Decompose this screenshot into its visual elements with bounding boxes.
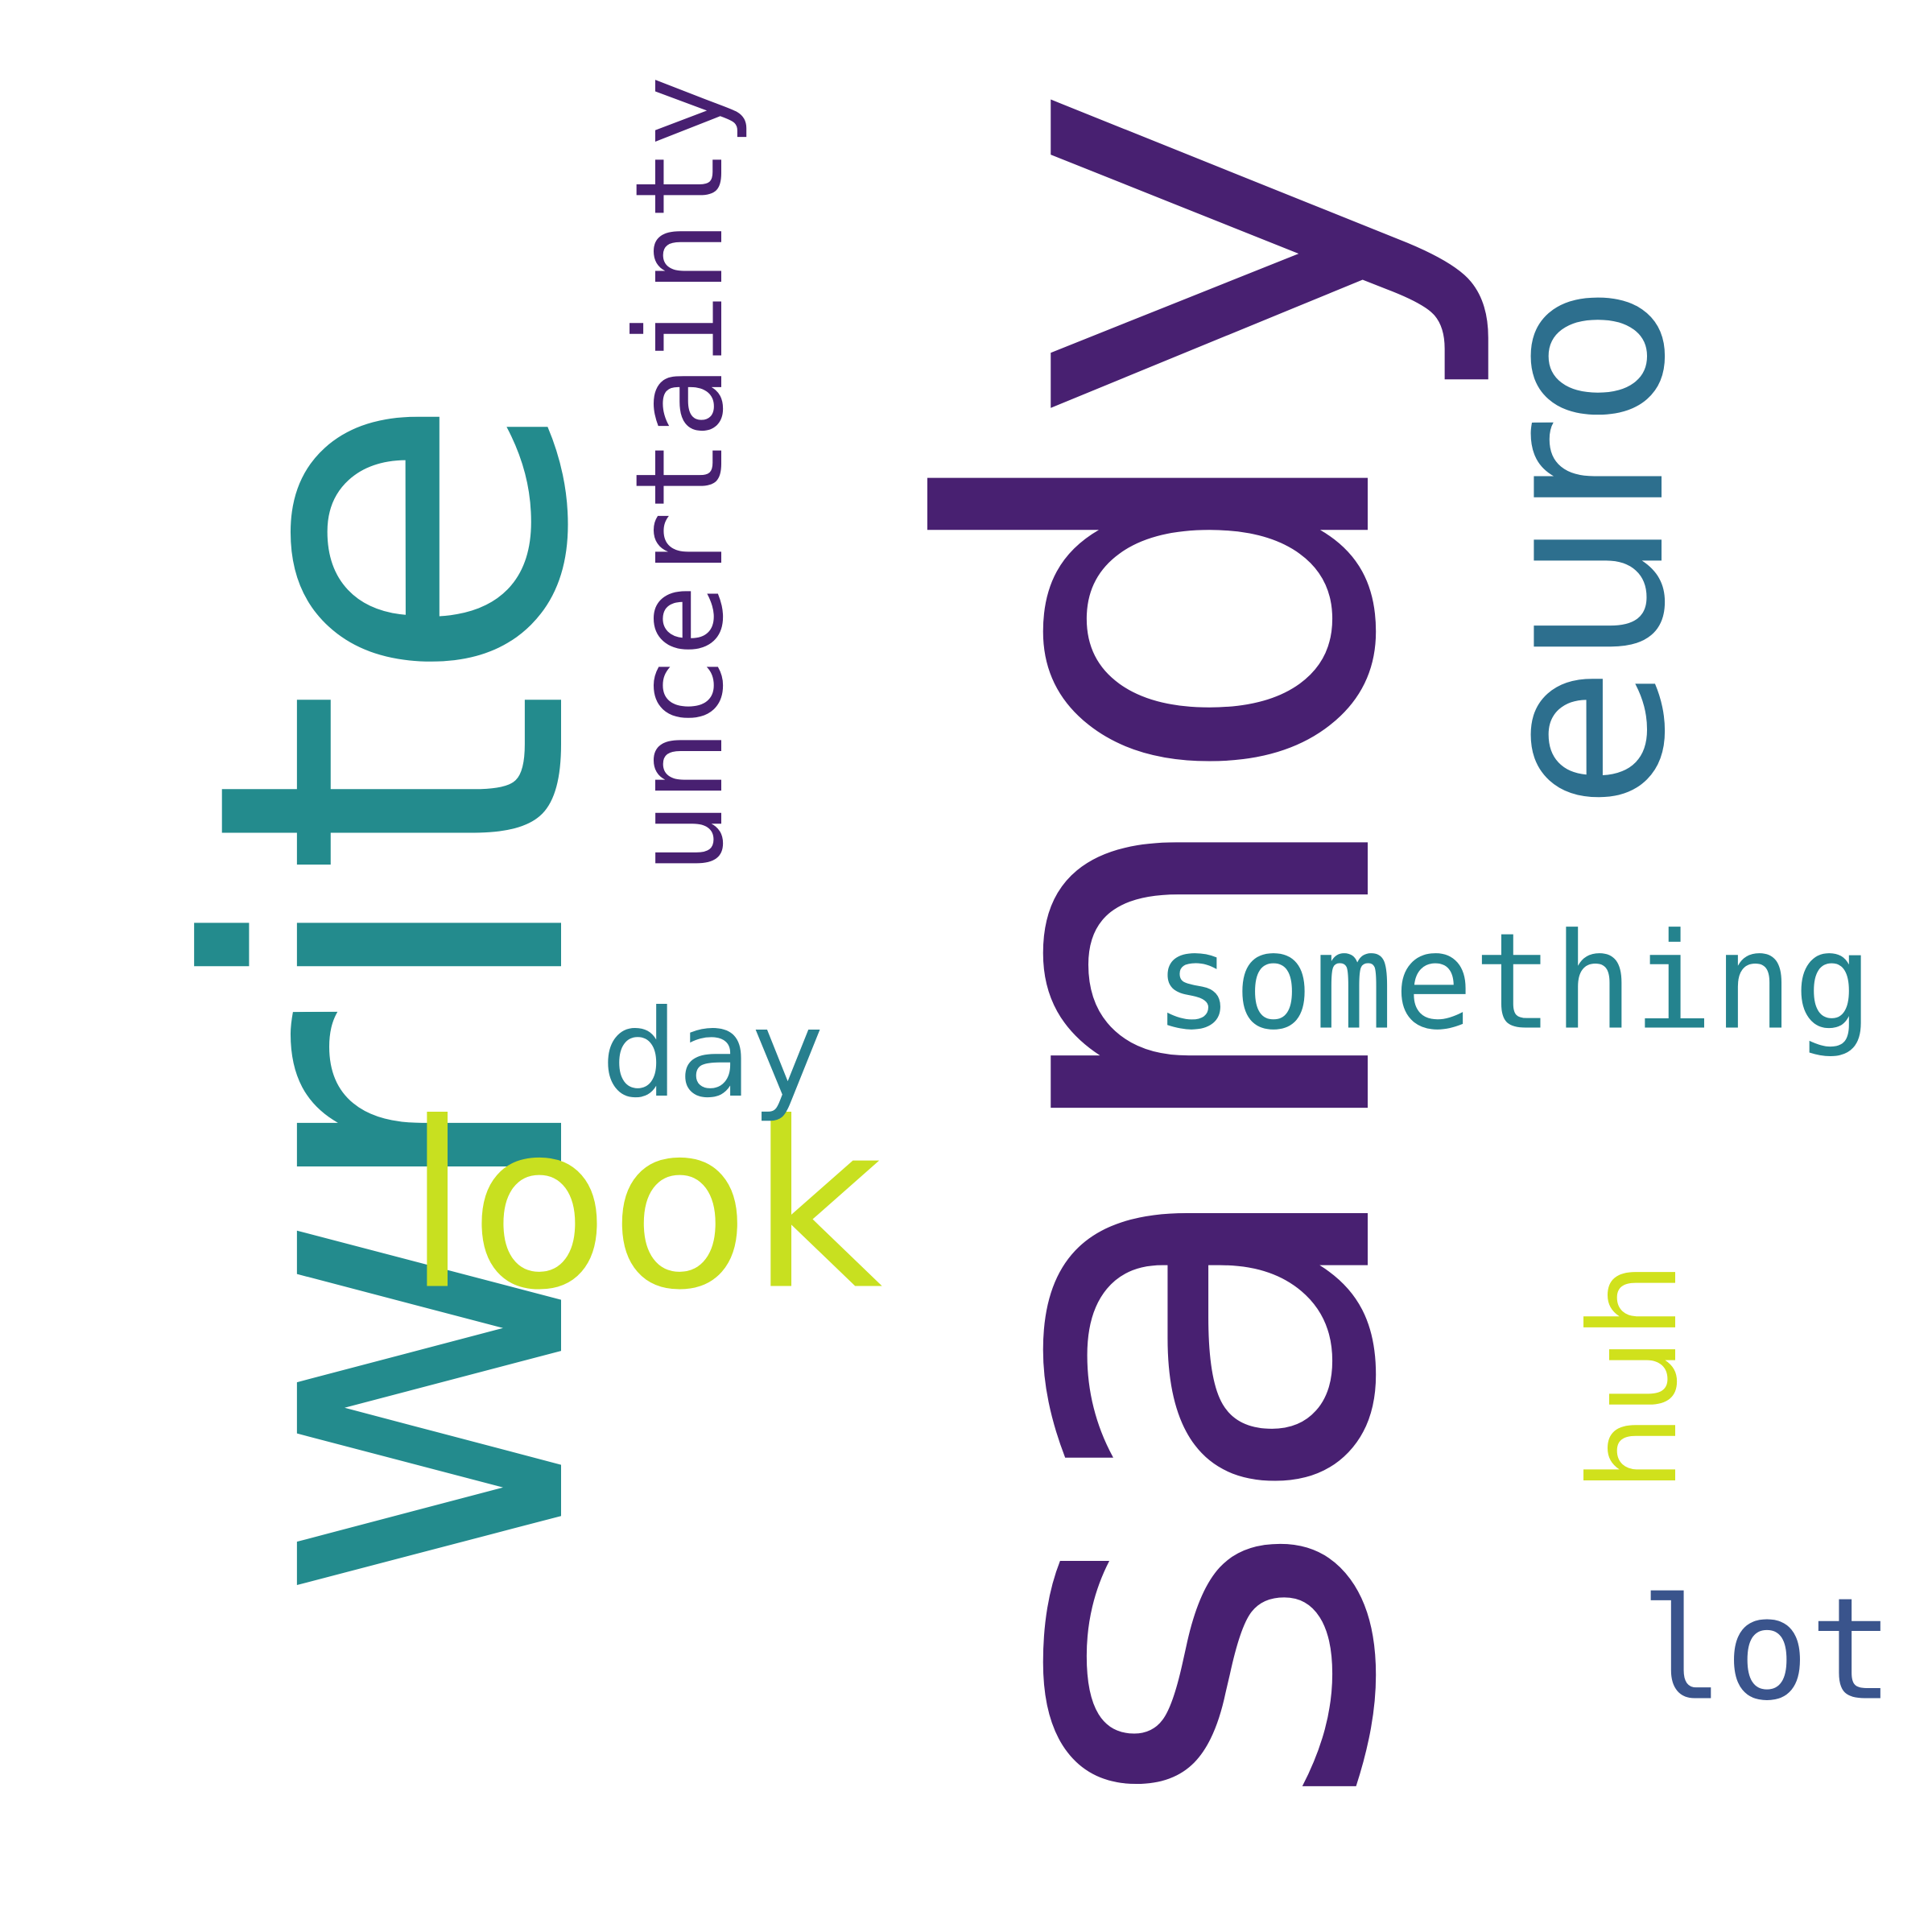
word-something: something — [1153, 904, 1874, 1059]
word-look: look — [405, 1073, 883, 1341]
word-lot: lot — [1639, 1568, 1895, 1732]
word-write: write — [113, 390, 675, 1606]
word-euro: euro — [1446, 284, 1717, 811]
word-uncertainty: uncertainty — [610, 75, 750, 875]
word-day: day — [601, 985, 824, 1125]
word-huh: huh — [1564, 1261, 1704, 1492]
